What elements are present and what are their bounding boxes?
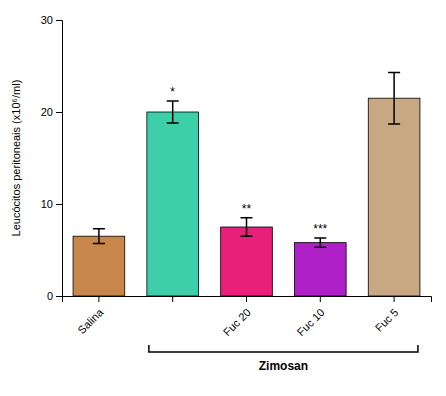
x-tick-label: Fuc 20 (221, 306, 253, 338)
x-tick-label: Fuc 10 (295, 306, 327, 338)
error-bar-line (388, 72, 400, 124)
bar (368, 98, 420, 296)
y-tick-mark (56, 20, 62, 21)
bar (294, 243, 346, 296)
y-axis: 0 10 20 30 (41, 14, 63, 302)
error-bar-line (241, 218, 253, 236)
annotation: Zimosan (259, 359, 308, 373)
error-bar (167, 101, 179, 123)
chart: 0102030SalinaFuc 20Fuc 10Fuc 5******Zimo… (0, 0, 446, 396)
significance-label: * (170, 85, 175, 99)
bracket (149, 345, 418, 352)
y-tick-label: 30 (41, 14, 53, 26)
x-tick-label: Fuc 5 (373, 306, 401, 334)
y-tick-mark (56, 204, 62, 205)
x-tick-mark (320, 296, 321, 302)
y-tick: 0 (47, 290, 62, 302)
y-axis-title: Leucócitos peritoneais (x10⁶/ml) (10, 80, 22, 237)
error-bar-line (93, 229, 105, 244)
y-tick: 30 (41, 14, 62, 26)
error-bar-line (314, 238, 326, 247)
y-tick: 10 (41, 198, 62, 210)
x-axis: Salina Fuc 20 Fuc 10 Fuc 5 (63, 296, 432, 338)
x-tick: Fuc 10 (295, 296, 327, 338)
bar (73, 236, 125, 296)
plot: 0102030SalinaFuc 20Fuc 10Fuc 5******Zimo… (41, 14, 432, 373)
x-tick: Salina (75, 296, 106, 336)
x-tick-label: Salina (75, 305, 106, 336)
bar (221, 227, 273, 296)
significance-label: ** (242, 202, 252, 216)
x-tick: Fuc 5 (373, 296, 401, 334)
error-bar (388, 72, 400, 124)
error-bar (314, 238, 326, 247)
y-tick-mark (56, 112, 62, 113)
x-tick-mark (394, 296, 395, 302)
x-axis-line (63, 297, 432, 303)
significance-label: *** (313, 222, 327, 236)
y-tick-label: 20 (41, 106, 53, 118)
x-tick-mark (98, 296, 99, 302)
y-tick-label: 0 (47, 290, 53, 302)
x-tick (172, 296, 173, 302)
y-axis-line (56, 21, 63, 297)
bar (147, 112, 199, 296)
y-tick-label: 10 (41, 198, 53, 210)
error-bar (241, 218, 253, 236)
x-tick-mark (246, 296, 247, 302)
x-tick: Fuc 20 (221, 296, 253, 338)
error-bar (93, 229, 105, 244)
marks (73, 72, 420, 296)
y-tick-mark (56, 296, 62, 297)
y-tick: 20 (41, 106, 62, 118)
x-tick-mark (172, 296, 173, 302)
error-bar-line (167, 101, 179, 123)
